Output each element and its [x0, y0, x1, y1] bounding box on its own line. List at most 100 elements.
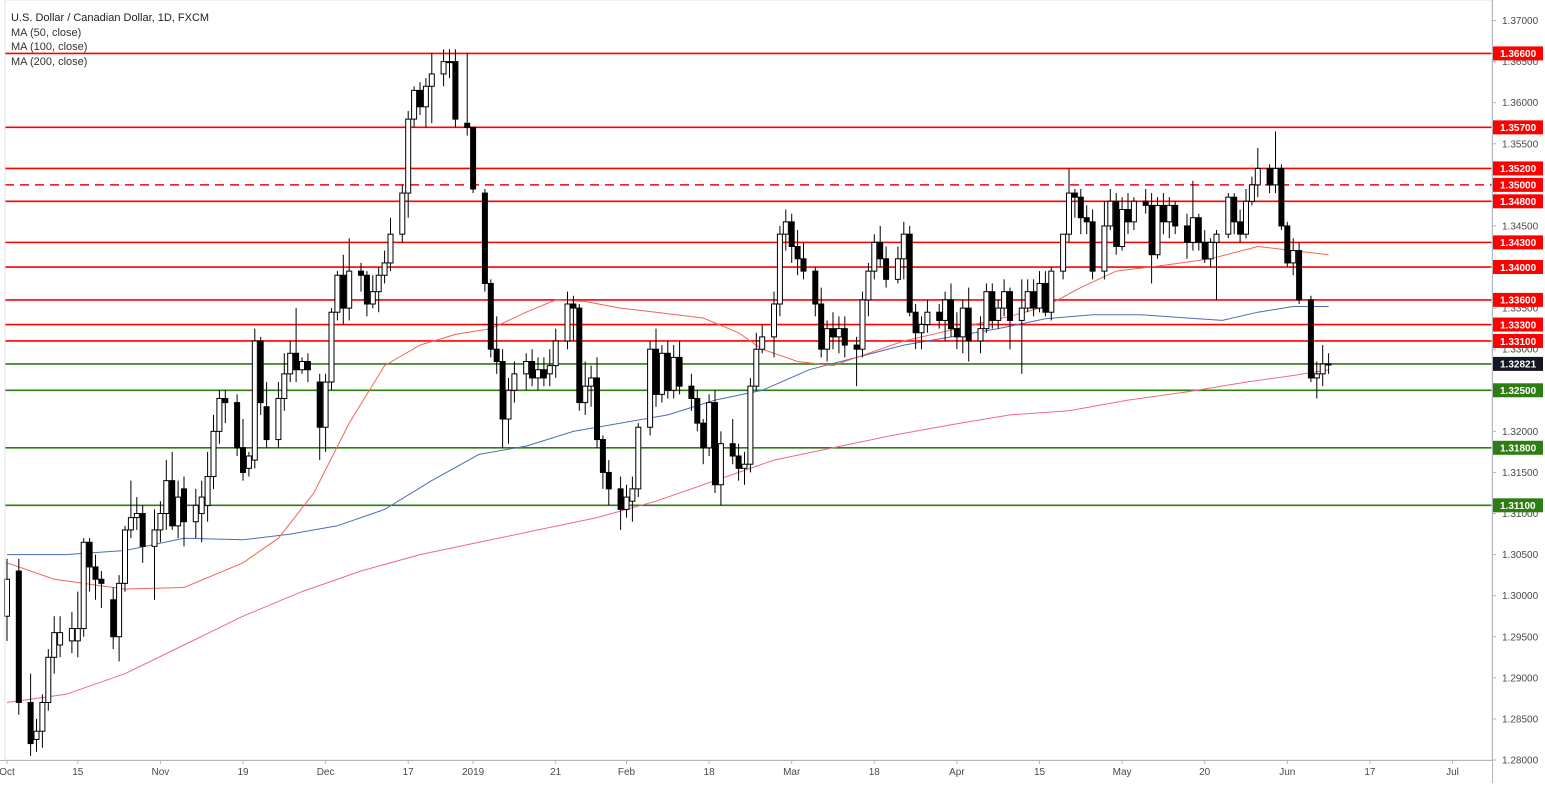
candle-body-45 [322, 381, 329, 428]
candle-body-113 [794, 245, 801, 260]
candle-body-183 [1278, 167, 1285, 227]
candle-body-187 [1307, 299, 1314, 379]
candle-body-66 [470, 126, 477, 190]
candle-body-52 [369, 291, 376, 305]
level-tag-bg-6 [1493, 260, 1543, 275]
level-tag-label-5: 1.34300 [1500, 238, 1537, 249]
candle-body-36 [257, 340, 264, 404]
candle-body-159 [1113, 200, 1120, 247]
x-tick-label-11: 18 [869, 767, 881, 778]
candle-body-111 [782, 221, 789, 235]
ma200-line [6, 369, 1329, 703]
candle-body-31 [222, 397, 229, 404]
candle-body-178 [1243, 200, 1249, 235]
candle-body-91 [647, 348, 654, 428]
candle-body-185 [1290, 250, 1297, 264]
candle-body-11 [86, 541, 93, 568]
candle-body-96 [676, 356, 683, 387]
candle-body-41 [293, 352, 300, 371]
x-tick-label-7: 21 [550, 767, 562, 778]
x-tick-label-18: Jul [1446, 767, 1459, 778]
level-price-tags: 1.36600 1.35700 1.35200 1.35000 1.34800 1.343… [1493, 46, 1543, 513]
candle-body-95 [670, 356, 677, 391]
level-tag-label-13: 1.31100 [1500, 501, 1536, 512]
level-tag-bg-10 [1493, 356, 1543, 371]
candle-body-172 [1201, 241, 1208, 260]
candle-body-118 [830, 328, 836, 338]
candle-body-149 [1042, 282, 1049, 313]
candle-body-126 [883, 258, 890, 280]
candle-body-7 [57, 632, 64, 646]
candle-body-104 [735, 455, 742, 469]
candle-body-188 [1313, 373, 1320, 379]
y-tick-label-16: 1.29000 [1502, 673, 1539, 684]
candle-body-24 [175, 496, 182, 527]
candle-body-142 [995, 307, 1002, 321]
candle-body-46 [328, 311, 335, 383]
plot-frame [4, 0, 1493, 761]
level-tag-bg-5 [1493, 235, 1543, 250]
candle-body-5 [45, 656, 52, 703]
candle-body-42 [299, 361, 305, 371]
candle-body-73 [523, 361, 530, 375]
candle-body-78 [552, 340, 559, 367]
candle-body-102 [717, 443, 724, 486]
candle-body-121 [853, 344, 860, 350]
y-tick-label-7: 1.33500 [1502, 304, 1539, 315]
candle-body-58 [411, 89, 418, 120]
candle-body-124 [871, 241, 878, 272]
candle-body-77 [546, 365, 553, 375]
y-tick-label-17: 1.28500 [1502, 714, 1539, 725]
candle-body-123 [865, 270, 872, 301]
candle-body-21 [157, 513, 164, 531]
candle-body-162 [1130, 200, 1137, 223]
candle-body-186 [1296, 250, 1303, 301]
level-tag-label-3: 1.35000 [1500, 181, 1537, 192]
candle-body-154 [1077, 196, 1084, 219]
candle-body-84 [594, 377, 600, 441]
candle-body-33 [240, 447, 246, 473]
candle-body-3 [33, 730, 40, 740]
candle-body-83 [588, 377, 595, 387]
candle-body-115 [812, 270, 819, 305]
x-tick-label-3: 19 [237, 767, 249, 778]
candle-body-139 [977, 328, 984, 342]
candle-body-106 [747, 385, 754, 465]
candle-body-155 [1083, 217, 1090, 223]
candle-body-15 [116, 582, 123, 638]
y-tick-label-11: 1.31500 [1502, 468, 1539, 479]
candle-body-65 [464, 122, 471, 128]
candle-body-99 [700, 422, 707, 449]
candle-body-105 [741, 463, 748, 469]
candle-body-55 [387, 233, 394, 264]
candle-body-157 [1101, 225, 1108, 272]
candle-body-127 [894, 258, 901, 280]
candle-body-153 [1071, 192, 1078, 198]
candle-body-22 [163, 480, 170, 515]
x-tick-label-12: Apr [949, 767, 965, 778]
level-tag-bg-13 [1493, 498, 1543, 513]
y-tick-label-1: 1.36500 [1502, 57, 1539, 68]
candle-body-69 [493, 348, 500, 363]
ma100-legend: MA (100, close) [11, 41, 88, 53]
candle-body-27 [198, 496, 205, 515]
candle-body-80 [570, 303, 577, 309]
candle-body-90 [635, 426, 642, 490]
y-tick-label-14: 1.30000 [1502, 591, 1539, 602]
candle-body-163 [1142, 200, 1149, 206]
candle-body-49 [346, 270, 353, 309]
level-tag-bg-3 [1493, 177, 1543, 192]
candle-body-170 [1189, 217, 1196, 243]
x-tick-label-6: 2019 [462, 767, 485, 778]
level-tag-label-9: 1.33100 [1500, 337, 1537, 348]
level-tag-bg-7 [1493, 292, 1543, 307]
candle-body-152 [1066, 192, 1072, 235]
y-tick-label-13: 1.30500 [1502, 550, 1539, 561]
x-tick-label-9: 18 [704, 767, 716, 778]
candle-body-89 [629, 488, 636, 502]
candle-body-9 [74, 628, 81, 642]
y-tick-label-18: 1.28000 [1502, 756, 1539, 767]
candle-body-19 [139, 513, 146, 547]
candle-body-189 [1319, 363, 1326, 375]
